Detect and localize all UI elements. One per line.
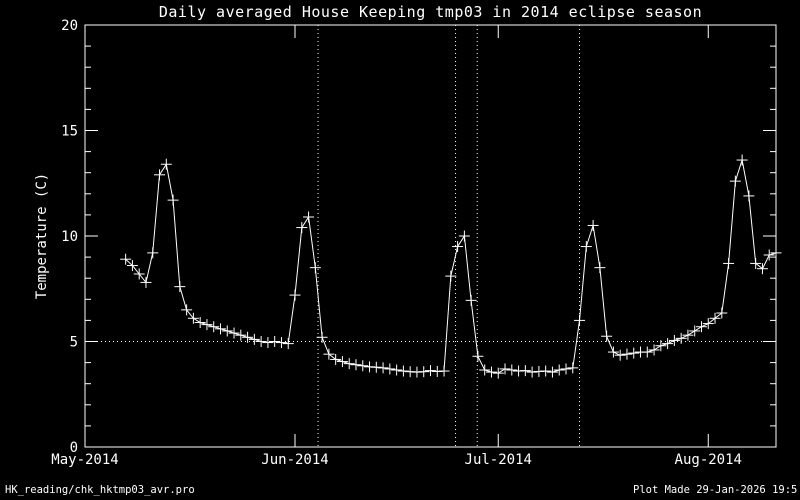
script-path-label: HK_reading/chk_hktmp03_avr.pro (5, 484, 195, 496)
y-tick-label: 5 (70, 335, 78, 351)
y-tick-label: 20 (61, 18, 78, 34)
plot-box (84, 24, 777, 448)
plot-made-timestamp: Plot Made 29-Jan-2026 19:5 (633, 484, 798, 496)
x-tick-label: Jun-2014 (261, 452, 328, 468)
data-line (125, 159, 777, 374)
y-tick-label: 0 (70, 440, 78, 456)
y-tick-label: 10 (61, 229, 78, 245)
x-tick-label: Aug-2014 (675, 452, 742, 468)
chart-title: Daily averaged House Keeping tmp03 in 20… (158, 3, 703, 21)
y-tick-label: 15 (61, 124, 78, 140)
x-tick-label: May-2014 (51, 452, 118, 468)
x-tick-label: Jul-2014 (465, 452, 532, 468)
